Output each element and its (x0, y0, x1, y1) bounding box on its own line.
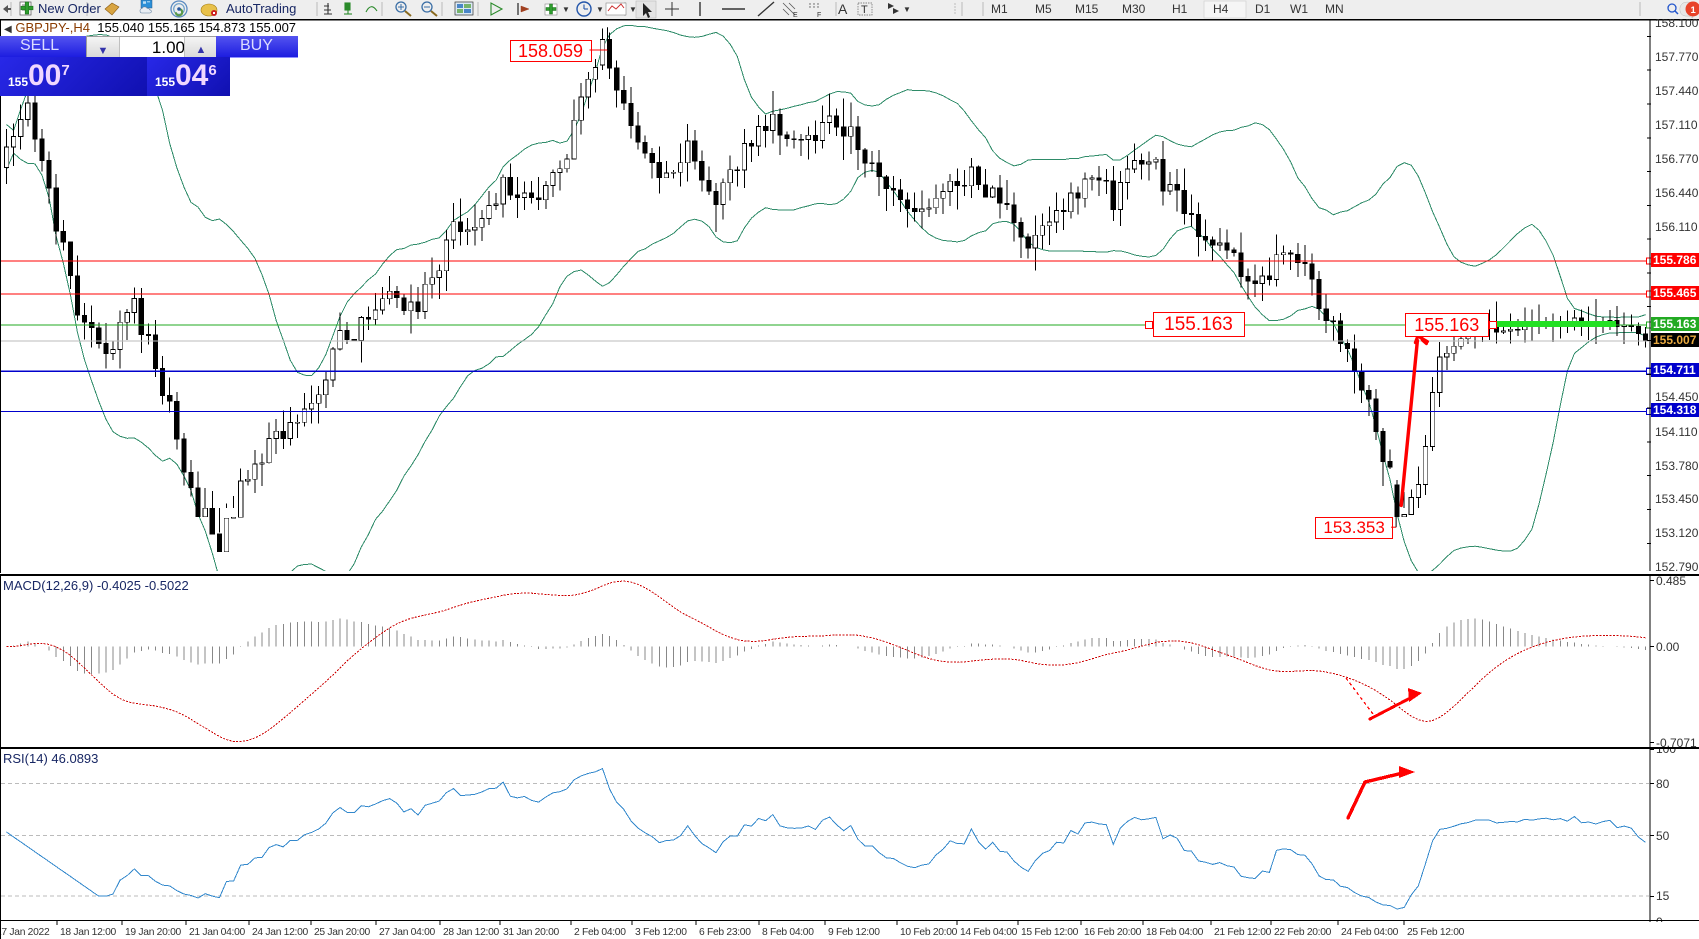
svg-text:28 Jan 12:00: 28 Jan 12:00 (443, 927, 500, 938)
svg-text:T: T (861, 4, 868, 16)
svg-text:3 Feb 12:00: 3 Feb 12:00 (635, 927, 687, 938)
svg-text:F: F (817, 12, 821, 19)
svg-text:AutoTrading: AutoTrading (226, 1, 296, 16)
svg-text:▼: ▼ (903, 5, 911, 14)
svg-text:31 Jan 20:00: 31 Jan 20:00 (503, 927, 560, 938)
svg-text:M15: M15 (1075, 2, 1099, 16)
svg-text:24 Feb 04:00: 24 Feb 04:00 (1341, 927, 1399, 938)
svg-text:27 Jan 04:00: 27 Jan 04:00 (379, 927, 436, 938)
svg-text:18 Feb 04:00: 18 Feb 04:00 (1146, 927, 1204, 938)
svg-text:MN: MN (1325, 2, 1344, 16)
svg-text:25 Jan 20:00: 25 Jan 20:00 (314, 927, 371, 938)
svg-text:10 Feb 20:00: 10 Feb 20:00 (900, 927, 958, 938)
svg-text:H4: H4 (1213, 2, 1229, 16)
svg-text:16 Feb 20:00: 16 Feb 20:00 (1084, 927, 1142, 938)
svg-text:22 Feb 20:00: 22 Feb 20:00 (1274, 927, 1332, 938)
svg-text:▼: ▼ (562, 5, 570, 14)
svg-text:6 Feb 23:00: 6 Feb 23:00 (699, 927, 751, 938)
svg-text:H1: H1 (1172, 2, 1188, 16)
svg-text:A: A (838, 1, 848, 17)
svg-text:18 Jan 12:00: 18 Jan 12:00 (60, 927, 117, 938)
svg-text:24 Jan 12:00: 24 Jan 12:00 (252, 927, 309, 938)
svg-text:25 Feb 12:00: 25 Feb 12:00 (1407, 927, 1465, 938)
svg-text:21 Jan 04:00: 21 Jan 04:00 (189, 927, 246, 938)
svg-text:14 Feb 04:00: 14 Feb 04:00 (960, 927, 1018, 938)
svg-text:M5: M5 (1035, 2, 1052, 16)
svg-text:15 Feb 12:00: 15 Feb 12:00 (1021, 927, 1079, 938)
svg-text:8 Feb 04:00: 8 Feb 04:00 (762, 927, 814, 938)
svg-text:9 Feb 12:00: 9 Feb 12:00 (828, 927, 880, 938)
svg-text:E: E (793, 12, 798, 19)
svg-text:2 Feb 04:00: 2 Feb 04:00 (574, 927, 626, 938)
svg-text:D1: D1 (1255, 2, 1271, 16)
svg-text:W1: W1 (1290, 2, 1308, 16)
svg-text:19 Jan 20:00: 19 Jan 20:00 (125, 927, 182, 938)
svg-text:21 Feb 12:00: 21 Feb 12:00 (1214, 927, 1272, 938)
svg-text:M30: M30 (1122, 2, 1146, 16)
svg-text:New Order: New Order (38, 1, 102, 16)
svg-text:M1: M1 (991, 2, 1008, 16)
svg-text:▼: ▼ (596, 5, 604, 14)
svg-text:17 Jan 2022: 17 Jan 2022 (1, 927, 50, 938)
svg-text:1: 1 (1691, 5, 1697, 16)
